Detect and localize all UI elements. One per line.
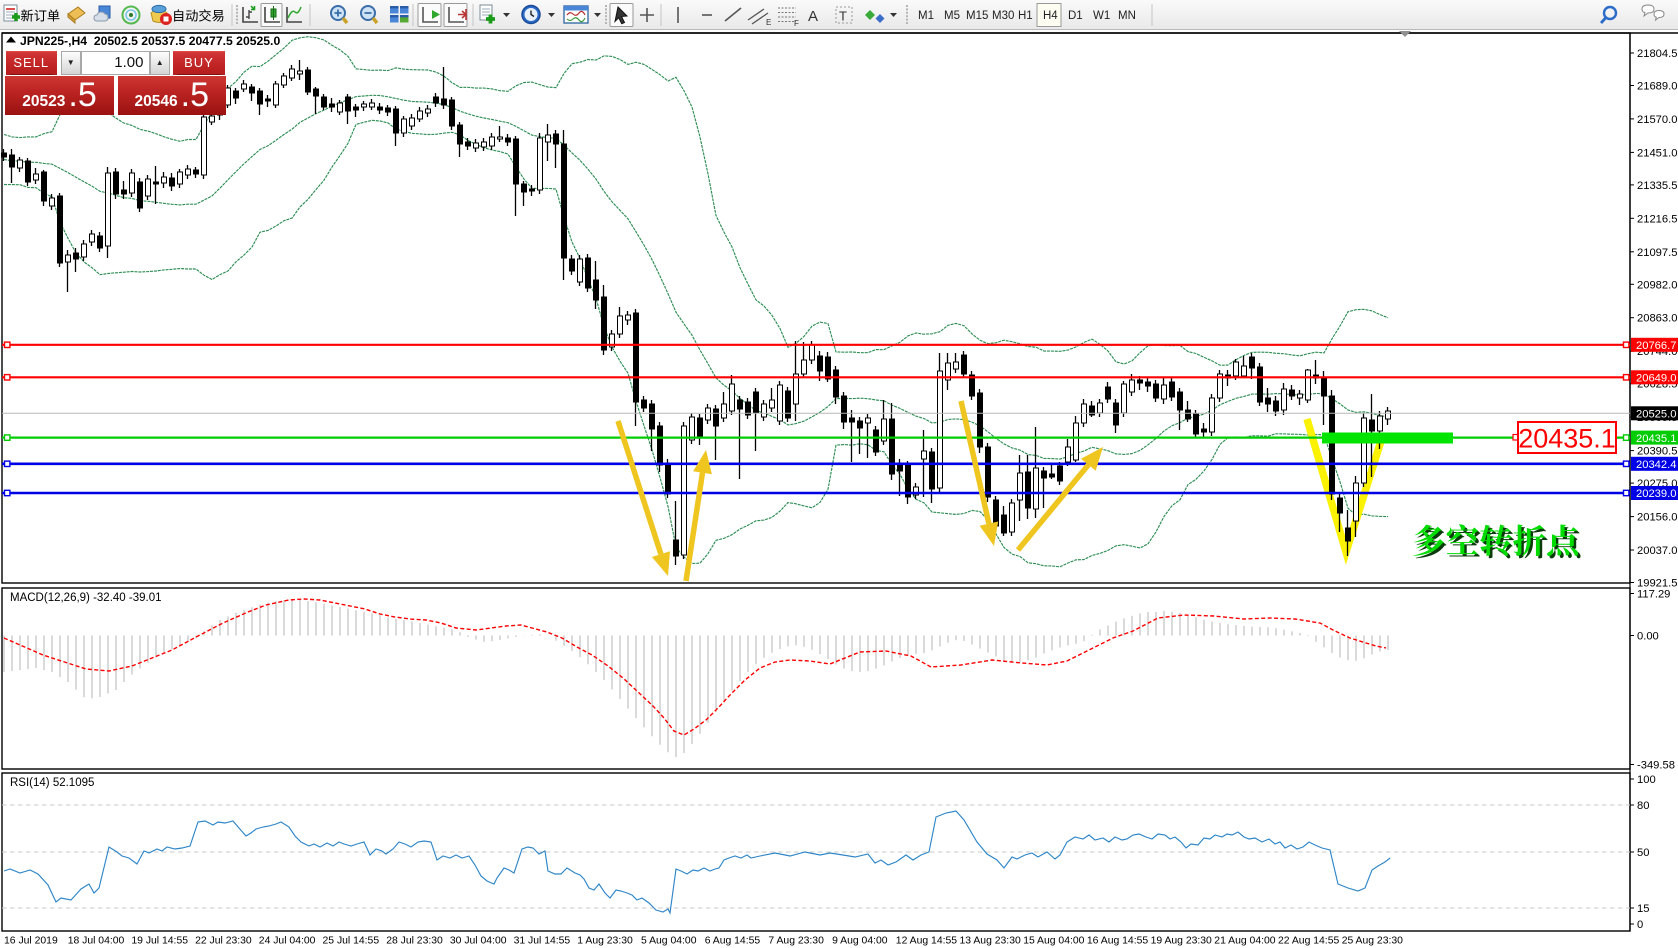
svg-text:0.00: 0.00 [1637,631,1659,643]
svg-text:1 Aug 23:30: 1 Aug 23:30 [577,936,633,947]
svg-text:30 Jul 04:00: 30 Jul 04:00 [450,936,507,947]
svg-text:19 Aug 23:30: 19 Aug 23:30 [1151,936,1212,947]
svg-text:22 Jul 23:30: 22 Jul 23:30 [195,936,252,947]
svg-text:0: 0 [1637,919,1643,931]
svg-text:117.29: 117.29 [1637,589,1670,601]
svg-text:20525.0: 20525.0 [1636,409,1676,421]
svg-text:24 Jul 04:00: 24 Jul 04:00 [259,936,316,947]
svg-text:21689.0: 21689.0 [1637,81,1677,93]
svg-text:MACD(12,26,9) -32.40 -39.01: MACD(12,26,9) -32.40 -39.01 [10,592,162,604]
svg-text:20863.0: 20863.0 [1637,313,1677,325]
svg-text:20982.0: 20982.0 [1637,279,1677,291]
svg-text:28 Jul 23:30: 28 Jul 23:30 [386,936,443,947]
svg-text:50: 50 [1637,847,1649,859]
svg-text:H4: H4 [1043,10,1058,22]
svg-text:21097.5: 21097.5 [1637,247,1677,259]
svg-text:M30: M30 [992,10,1014,22]
svg-text:12 Aug 14:55: 12 Aug 14:55 [896,936,957,947]
svg-text:M1: M1 [918,10,934,22]
svg-text:20342.4: 20342.4 [1636,459,1676,471]
svg-text:21 Aug 04:00: 21 Aug 04:00 [1214,936,1275,947]
svg-text:M5: M5 [944,10,960,22]
svg-text:19 Jul 14:55: 19 Jul 14:55 [131,936,188,947]
svg-text:31 Jul 14:55: 31 Jul 14:55 [514,936,571,947]
svg-text:21451.0: 21451.0 [1637,147,1677,159]
svg-text:15 Aug 04:00: 15 Aug 04:00 [1023,936,1084,947]
svg-text:21570.0: 21570.0 [1637,114,1677,126]
svg-text:20239.0: 20239.0 [1636,488,1676,500]
svg-text:16 Aug 14:55: 16 Aug 14:55 [1087,936,1148,947]
svg-text:-349.58: -349.58 [1637,760,1675,772]
svg-text:5 Aug 04:00: 5 Aug 04:00 [641,936,697,947]
svg-text:MN: MN [1118,10,1136,22]
svg-text:20435.1: 20435.1 [1518,424,1616,454]
svg-text:20037.0: 20037.0 [1637,545,1677,557]
svg-text:21804.5: 21804.5 [1637,48,1677,60]
svg-text:20766.7: 20766.7 [1636,340,1676,352]
svg-text:25 Aug 23:30: 25 Aug 23:30 [1342,936,1403,947]
svg-text:16 Jul 2019: 16 Jul 2019 [4,936,58,947]
svg-text:18 Jul 04:00: 18 Jul 04:00 [68,936,125,947]
svg-text:21216.5: 21216.5 [1637,213,1677,225]
svg-text:21335.5: 21335.5 [1637,180,1677,192]
svg-text:19921.5: 19921.5 [1637,578,1677,590]
svg-text:JPN225-,H4 20502.5 20537.5 20: JPN225-,H4 20502.5 20537.5 20477.5 20525… [20,34,280,48]
svg-text:22 Aug 14:55: 22 Aug 14:55 [1278,936,1339,947]
svg-text:20390.5: 20390.5 [1637,446,1677,458]
svg-text:M15: M15 [966,10,988,22]
svg-text:F: F [794,19,799,28]
svg-text:T: T [839,9,847,24]
svg-text:A: A [808,8,818,25]
svg-text:13 Aug 23:30: 13 Aug 23:30 [960,936,1021,947]
svg-text:7 Aug 23:30: 7 Aug 23:30 [768,936,824,947]
svg-text:20156.0: 20156.0 [1637,512,1677,524]
svg-text:RSI(14) 52.1095: RSI(14) 52.1095 [10,777,94,789]
svg-text:D1: D1 [1068,10,1083,22]
svg-text:W1: W1 [1093,10,1110,22]
svg-text:H1: H1 [1018,10,1033,22]
svg-text:6 Aug 14:55: 6 Aug 14:55 [705,936,761,947]
svg-text:15: 15 [1637,903,1649,915]
svg-text:9 Aug 04:00: 9 Aug 04:00 [832,936,888,947]
svg-text:E: E [766,18,771,27]
svg-text:20649.0: 20649.0 [1636,373,1676,385]
svg-text:80: 80 [1637,800,1649,812]
svg-text:25 Jul 14:55: 25 Jul 14:55 [323,936,380,947]
svg-text:20435.1: 20435.1 [1636,433,1676,445]
svg-text:100: 100 [1637,774,1656,786]
